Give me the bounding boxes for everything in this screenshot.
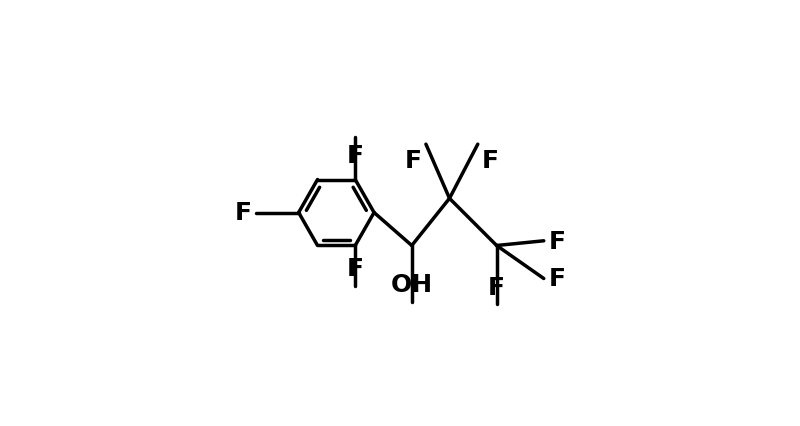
Text: F: F xyxy=(346,144,364,167)
Text: F: F xyxy=(346,256,364,280)
Text: OH: OH xyxy=(390,273,433,296)
Text: F: F xyxy=(405,149,422,173)
Text: F: F xyxy=(549,229,566,253)
Text: F: F xyxy=(488,275,505,299)
Text: F: F xyxy=(234,201,251,225)
Text: F: F xyxy=(549,267,566,291)
Text: F: F xyxy=(482,149,498,173)
